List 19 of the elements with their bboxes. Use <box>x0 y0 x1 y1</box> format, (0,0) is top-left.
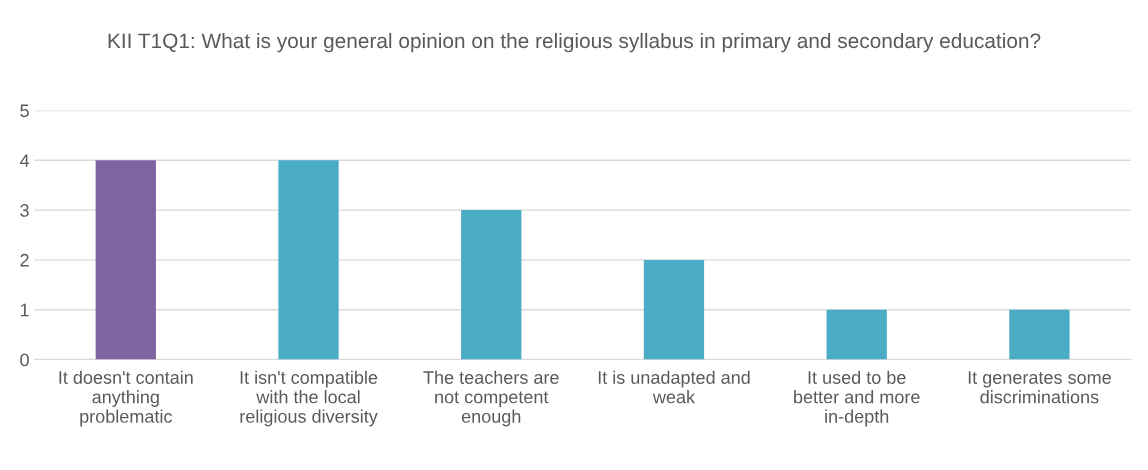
x-tick-label: It is unadapted and weak <box>598 370 750 404</box>
x-tick-label: It isn't compatible with the local religious diversity <box>240 370 378 427</box>
y-tick-label: 4 <box>19 154 30 167</box>
y-tick-label: 5 <box>20 104 29 118</box>
x-tick-label: It doesn't contain anything problematic <box>59 370 193 427</box>
y-tick-label: 1 <box>20 303 29 317</box>
bar <box>1009 309 1070 360</box>
x-tick-label: It used to be better and more in-depth <box>794 370 920 427</box>
y-tick-label: 0 <box>20 353 29 367</box>
x-tick-label: It generates some discriminations <box>968 371 1111 404</box>
bar <box>826 309 887 360</box>
bar <box>95 160 156 360</box>
x-tick-label: The teachers are not competent enough <box>423 370 559 427</box>
bar <box>461 210 522 360</box>
bar <box>643 259 705 360</box>
y-tick-label: 2 <box>20 253 29 267</box>
y-tick-label: 3 <box>20 204 29 217</box>
bar <box>278 160 339 360</box>
chart-title: KII T1Q1: What is your general opinion on the religious syllabus in primary and secondary education? <box>108 32 1041 53</box>
